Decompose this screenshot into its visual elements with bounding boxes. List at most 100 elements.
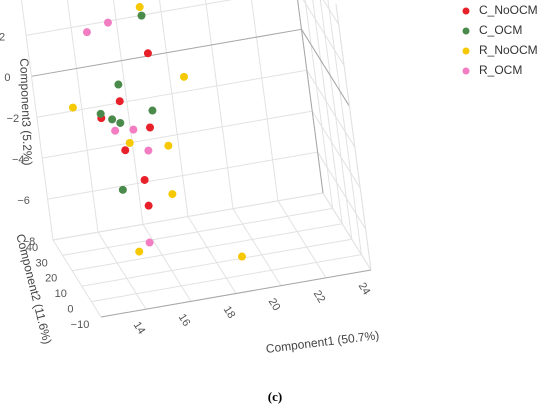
data-point[interactable] [146,123,155,132]
data-points [68,3,246,261]
grid-line-side-z [322,192,372,271]
grid-line-floor-y [91,254,362,303]
data-point[interactable] [145,238,154,247]
grid-line-back-z [25,0,233,36]
legend-marker [462,7,470,15]
data-point[interactable] [237,252,246,261]
grid-line-back-z [52,192,324,241]
box-edge [335,3,372,271]
legend[interactable]: C_NoOCM C_OCM R_NoOCM R_OCM [462,3,538,77]
y-tick-label: 40 [26,242,38,254]
grid-line-back-z [47,151,318,200]
grid-line-floor-y [72,223,343,272]
grid-line-side-z [302,0,345,66]
grid-line-back-x [251,0,279,201]
x-tick-label: 20 [266,296,283,313]
grid-line-side-z [322,0,340,25]
data-point[interactable] [137,11,146,20]
data-point[interactable] [144,201,153,210]
legend-item[interactable]: C_NoOCM [462,3,538,17]
legend-marker [462,67,470,75]
grid-line-side-y [319,0,353,240]
legend-marker [462,27,470,35]
x-tick-label: 18 [221,304,238,321]
y-axis-line [52,239,102,318]
y-tick-label: −10 [71,319,90,331]
data-point[interactable] [96,109,105,118]
grid-line-side-y [312,0,343,224]
y-tick-label: 30 [35,257,47,269]
data-point[interactable] [68,103,77,112]
data-point[interactable] [111,126,120,135]
y-tick-label: 0 [67,304,73,316]
grid-line-back-x [112,0,144,225]
data-point[interactable] [125,138,134,147]
z-axis-title: Component3 (5.2%) [17,58,35,166]
grid-line-side-z [306,69,356,148]
box-edge [20,0,54,241]
data-point[interactable] [114,80,123,89]
data-point[interactable] [144,146,153,155]
data-point[interactable] [168,190,177,199]
legend-label: C_OCM [479,23,522,37]
grid-line-floor-x [142,224,192,302]
data-point[interactable] [116,118,125,127]
grid-line-side-z [311,110,361,189]
x-tick-label: 16 [176,312,193,329]
data-point[interactable] [129,125,138,134]
grid-line-floor-x [187,216,237,294]
z-tick-label: 0 [4,72,10,84]
data-point[interactable] [140,175,149,184]
z-tick-label: −8 [23,236,36,248]
grid-line-back-x [205,0,234,209]
zero-plane-line [301,29,350,107]
grid-line-floor-x [97,231,147,310]
y-tick-label: 20 [45,273,57,285]
x-tick-label: 14 [131,320,148,337]
grid-line-side-z [317,151,367,230]
grid-line-side-y [327,0,362,255]
x-axis-title: Component1 (50.7%) [265,328,380,356]
grid-line-back-z [42,110,313,159]
z-tick-label: 2 [0,31,5,43]
x-tick-label: 24 [356,281,373,298]
z-tick-label: −2 [7,113,20,125]
grid-line-floor-y [81,238,352,287]
legend-label: R_NoOCM [479,43,538,57]
grid-line-side-y [304,0,334,209]
legend-item[interactable]: C_OCM [462,23,523,37]
data-point[interactable] [118,185,127,194]
data-point[interactable] [179,72,188,81]
data-point[interactable] [135,247,144,256]
legend-label: R_OCM [479,63,522,77]
zero-plane-line [31,28,302,77]
legend-item[interactable]: R_OCM [462,63,523,77]
grid-line-back-z [36,69,307,118]
x-axis-line [100,269,372,318]
legend-label: C_NoOCM [479,3,538,17]
data-point[interactable] [121,146,130,155]
grid-line-back-x [159,0,189,217]
grid-line-back-x [66,0,99,233]
x-tick-label: 22 [311,288,328,305]
data-point[interactable] [148,106,157,115]
data-point[interactable] [108,115,117,124]
data-point[interactable] [82,28,91,37]
z-tick-label: −6 [17,195,30,207]
data-point[interactable] [164,141,173,150]
data-point[interactable] [103,18,112,27]
box-edge [297,0,324,194]
legend-item[interactable]: R_NoOCM [462,43,538,57]
data-point[interactable] [115,97,124,106]
grid-line-floor-x [277,200,327,279]
legend-marker [462,47,470,55]
grid-line-floor-x [232,208,282,286]
axis-lines [20,0,372,318]
data-point[interactable] [143,49,152,58]
z-tick-label: −4 [12,154,25,166]
data-point[interactable] [135,3,144,12]
figure-caption: (c) [268,389,282,404]
